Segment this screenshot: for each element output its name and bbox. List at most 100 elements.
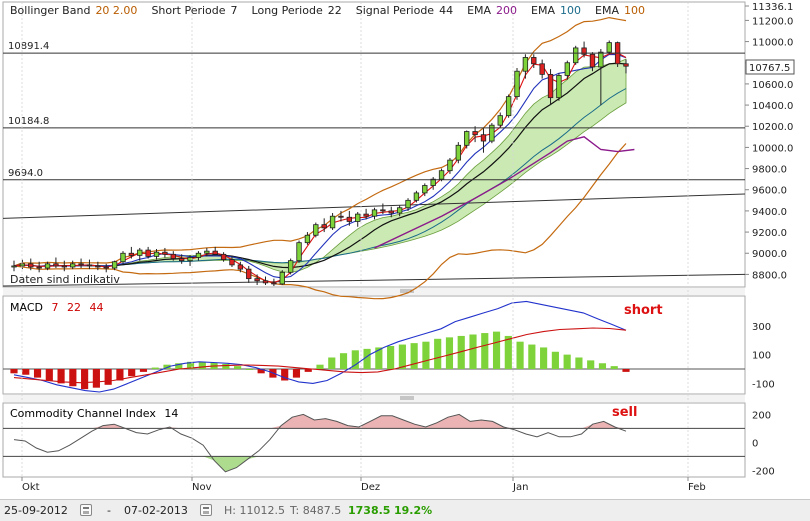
cci-annotation: sell: [612, 405, 637, 420]
candle-body[interactable]: [371, 209, 378, 217]
candle-body[interactable]: [95, 265, 101, 268]
ema200-line: [374, 136, 635, 249]
macd-tick-label: -100: [752, 379, 775, 390]
candle-body[interactable]: [497, 115, 503, 126]
calendar-icon[interactable]: [200, 504, 212, 516]
macd-histogram-bar: [387, 346, 395, 369]
candle-body[interactable]: [405, 199, 411, 209]
candle-body[interactable]: [279, 271, 285, 285]
candle-body[interactable]: [262, 280, 269, 284]
macd-histogram-bar: [540, 347, 548, 369]
candle-body[interactable]: [447, 159, 453, 172]
price-tick-label: 10200.0: [752, 122, 793, 133]
end-date[interactable]: 07-02-2013: [124, 504, 188, 517]
candle-body[interactable]: [237, 264, 244, 270]
candle-body[interactable]: [556, 75, 562, 99]
candle-body[interactable]: [128, 252, 135, 256]
candle-body[interactable]: [598, 51, 604, 68]
candle-body[interactable]: [53, 263, 59, 267]
candle-body[interactable]: [564, 62, 570, 76]
candle-body[interactable]: [19, 263, 26, 267]
candle-body[interactable]: [522, 57, 529, 72]
candle-body[interactable]: [573, 47, 579, 64]
candle-body[interactable]: [61, 265, 67, 268]
candle-body[interactable]: [388, 210, 394, 214]
candle-body[interactable]: [137, 249, 143, 256]
candle-body[interactable]: [11, 265, 17, 268]
candle-body[interactable]: [103, 266, 109, 269]
macd-tick-label: 300: [752, 322, 771, 333]
candle-body[interactable]: [195, 252, 202, 258]
candle-body[interactable]: [472, 131, 478, 136]
indicator-legend[interactable]: Bollinger Band 20 2.00 Short Periode 7 Long …: [10, 4, 645, 17]
candle-body[interactable]: [623, 63, 629, 67]
macd-histogram-bar: [128, 369, 136, 377]
start-date[interactable]: 25-09-2012: [4, 504, 68, 517]
candle-body[interactable]: [606, 42, 612, 53]
candle-body[interactable]: [246, 268, 252, 280]
current-price-value: 10767.5: [749, 63, 790, 74]
candle-body[interactable]: [480, 134, 487, 142]
candle-body[interactable]: [287, 260, 294, 273]
candle-body[interactable]: [346, 216, 353, 222]
candle-body[interactable]: [422, 185, 428, 194]
cci-axis: 200 0 -200: [752, 410, 775, 477]
candle-body[interactable]: [162, 251, 168, 255]
candle-body[interactable]: [455, 144, 462, 161]
macd-histogram-bar: [339, 353, 348, 369]
candle-body[interactable]: [78, 263, 84, 266]
candle-body[interactable]: [44, 263, 51, 269]
candle-body[interactable]: [338, 215, 344, 218]
candle-body[interactable]: [321, 224, 327, 229]
candle-body[interactable]: [28, 263, 34, 268]
candle-body[interactable]: [514, 70, 520, 98]
candle-body[interactable]: [329, 215, 336, 229]
candle-body[interactable]: [547, 73, 554, 99]
panel-splitter-1[interactable]: [3, 288, 745, 295]
candle-body[interactable]: [531, 57, 537, 65]
candle-body[interactable]: [380, 209, 386, 212]
calendar-icon[interactable]: [80, 504, 92, 516]
footer-bar: 25-09-2012 - 07-02-2013 H: 11012.5 T: 84…: [0, 499, 810, 521]
candle-body[interactable]: [430, 178, 436, 186]
candle-body[interactable]: [170, 253, 176, 259]
candle-body[interactable]: [36, 266, 42, 269]
candle-body[interactable]: [438, 170, 445, 180]
panel-splitter-2[interactable]: [3, 395, 745, 402]
macd-histogram-bar: [163, 364, 171, 369]
candle-body[interactable]: [204, 250, 210, 254]
candle-body[interactable]: [271, 282, 277, 285]
candle-body[interactable]: [120, 252, 126, 263]
candle-body[interactable]: [396, 207, 403, 214]
candle-body[interactable]: [464, 131, 470, 146]
candle-body[interactable]: [539, 63, 545, 75]
candle-body[interactable]: [212, 250, 218, 255]
candle-body[interactable]: [254, 278, 260, 282]
candle-body[interactable]: [229, 259, 235, 266]
candle-body[interactable]: [489, 124, 495, 142]
candle-body[interactable]: [178, 258, 185, 262]
price-tick-label: 9800.0: [752, 165, 787, 176]
candle-body[interactable]: [153, 251, 160, 257]
candle-body[interactable]: [505, 96, 512, 117]
legend-params-0: 20 2.00: [95, 4, 137, 17]
cci-title: Commodity Channel Index 14: [10, 407, 178, 420]
candle-body[interactable]: [296, 242, 302, 262]
cci-panel[interactable]: [2, 402, 746, 478]
candle-body[interactable]: [313, 224, 319, 236]
candle-body[interactable]: [86, 264, 93, 267]
candle-body[interactable]: [413, 192, 420, 201]
candle-body[interactable]: [581, 47, 587, 55]
price-tick-label: 9400.0: [752, 207, 787, 218]
candle-body[interactable]: [70, 263, 76, 268]
candle-body[interactable]: [220, 253, 227, 260]
candle-body[interactable]: [355, 213, 361, 222]
candle-body[interactable]: [363, 213, 369, 217]
candle-body[interactable]: [145, 249, 151, 257]
candle-body[interactable]: [589, 53, 596, 68]
candle-body[interactable]: [304, 234, 311, 244]
candle-body[interactable]: [111, 261, 118, 269]
price-tick-label: 11336.1: [752, 2, 793, 13]
x-tick-label: Dez: [361, 482, 380, 493]
macd-axis: 300 100 -100: [752, 322, 775, 391]
